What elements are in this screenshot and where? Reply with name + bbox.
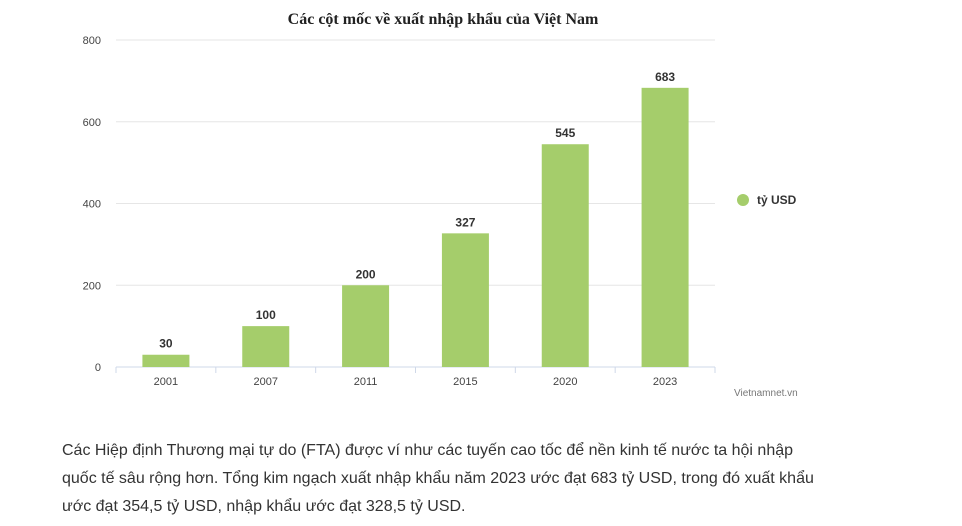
data-label: 327 (455, 215, 475, 229)
legend[interactable]: tỷ USD (737, 193, 797, 207)
chart-svg: Các cột mốc về xuất nhập khẩu của Việt N… (83, 11, 798, 399)
source-credit: Vietnamnet.vn (734, 388, 798, 399)
bar[interactable] (142, 354, 190, 367)
bar[interactable] (342, 285, 390, 367)
legend-label: tỷ USD (757, 193, 797, 207)
x-tick-label: 2011 (354, 376, 378, 388)
y-tick-label: 600 (83, 117, 101, 129)
y-tick-label: 400 (83, 199, 101, 211)
y-axis: 0 200 400 600 800 (83, 35, 101, 374)
data-label: 545 (555, 126, 575, 140)
x-axis: 2001 2007 2011 2015 2020 2023 (115, 367, 716, 388)
article-paragraph: Các Hiệp định Thương mại tự do (FTA) đượ… (62, 442, 814, 515)
x-tick-label: 2020 (553, 376, 577, 388)
bar[interactable] (541, 144, 589, 367)
grid (116, 39, 715, 368)
data-label: 100 (256, 308, 276, 322)
data-label: 200 (356, 267, 376, 281)
chart: Các cột mốc về xuất nhập khẩu của Việt N… (83, 11, 798, 399)
chart-title: Các cột mốc về xuất nhập khẩu của Việt N… (288, 11, 599, 28)
x-tick-label: 2001 (154, 376, 178, 388)
bar[interactable] (441, 233, 489, 367)
x-tick-label: 2015 (453, 376, 477, 388)
y-tick-label: 800 (83, 35, 101, 47)
bar[interactable] (641, 87, 689, 367)
y-tick-label: 0 (95, 362, 101, 374)
data-label: 683 (655, 70, 675, 84)
x-tick-label: 2023 (653, 376, 677, 388)
x-tick-label: 2007 (254, 376, 278, 388)
y-tick-label: 200 (83, 280, 101, 292)
data-labels: 30 100 200 327 545 683 (158, 68, 677, 352)
legend-marker (737, 194, 749, 206)
bar[interactable] (242, 326, 290, 367)
bars (142, 87, 689, 367)
data-label: 30 (159, 337, 173, 351)
